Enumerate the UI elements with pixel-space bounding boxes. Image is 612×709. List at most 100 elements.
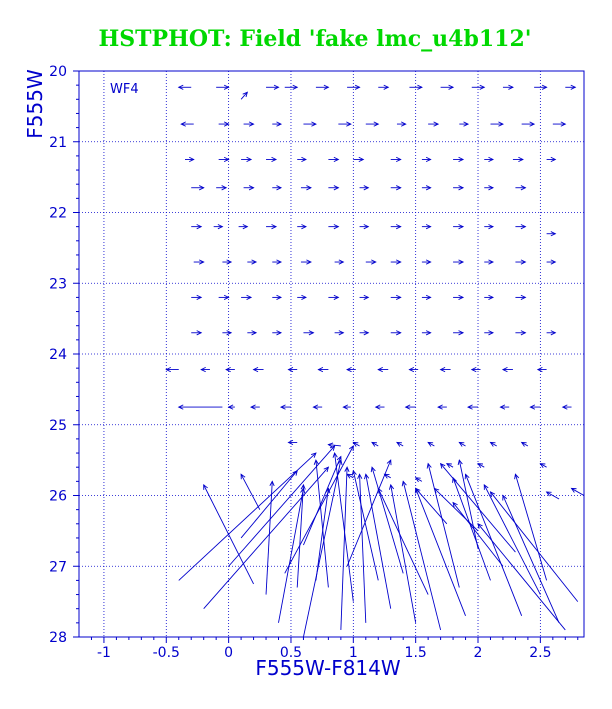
- displacement-vector: [357, 473, 367, 623]
- displacement-vector: [515, 259, 527, 265]
- displacement-vector: [243, 121, 255, 127]
- displacement-vector: [520, 441, 529, 447]
- displacement-vector: [328, 185, 340, 191]
- displacement-vector: [390, 330, 402, 336]
- displacement-vector: [421, 259, 432, 265]
- axis-ticks: -1 -0.5 0 0.5 1 1.5 2 2.5 20 21 22 23 24 25 26 27 28: [49, 64, 579, 661]
- displacement-vector: [247, 259, 258, 265]
- displacement-vector: [266, 156, 278, 163]
- displacement-vector: [328, 294, 340, 300]
- displacement-vector: [177, 84, 192, 90]
- displacement-vector: [315, 84, 330, 90]
- displacement-vector: [499, 404, 510, 410]
- displacement-vector: [303, 459, 343, 638]
- displacement-vector: [390, 259, 402, 265]
- x-tick-label: 0.5: [280, 645, 302, 661]
- displacement-vector: [401, 480, 442, 631]
- y-tick-label: 20: [49, 64, 67, 80]
- displacement-vector: [272, 330, 283, 336]
- displacement-vector: [193, 259, 205, 265]
- displacement-vector: [241, 294, 253, 300]
- displacement-vector: [426, 462, 460, 588]
- y-tick-label: 22: [49, 206, 67, 222]
- displacement-vector: [177, 404, 223, 410]
- displacement-vector: [565, 84, 577, 90]
- y-axis-label: F555W: [23, 69, 47, 139]
- displacement-vector: [272, 185, 283, 191]
- displacement-vector: [216, 84, 230, 90]
- displacement-vector: [218, 156, 230, 163]
- displacement-vector: [502, 84, 514, 90]
- displacement-vector: [252, 366, 264, 373]
- x-tick-label: 2: [474, 645, 483, 661]
- chart-title: HSTPHOT: Field 'fake lmc_u4b112': [98, 26, 531, 52]
- displacement-vector: [340, 466, 350, 630]
- displacement-vector: [266, 84, 280, 90]
- displacement-vector: [484, 259, 495, 265]
- displacement-vector: [303, 455, 342, 546]
- displacement-vector: [272, 294, 283, 300]
- displacement-vector: [453, 294, 465, 300]
- displacement-vector: [471, 84, 486, 90]
- displacement-vector: [440, 84, 455, 90]
- displacement-vector: [514, 473, 548, 581]
- displacement-vector: [359, 330, 370, 336]
- displacement-vector: [238, 224, 249, 230]
- x-tick-label: -0.5: [153, 645, 180, 661]
- displacement-vector: [437, 404, 447, 410]
- displacement-vector: [439, 366, 451, 373]
- displacement-vector: [484, 294, 495, 300]
- displacement-vector: [561, 404, 572, 410]
- y-tick-label: 24: [49, 347, 67, 363]
- displacement-vector: [370, 466, 404, 574]
- displacement-vector: [243, 185, 255, 191]
- displacement-vector: [297, 294, 307, 300]
- displacement-vector: [250, 404, 260, 410]
- displacement-vector: [396, 121, 407, 127]
- displacement-vector: [470, 366, 481, 373]
- x-tick-label: -1: [97, 645, 111, 661]
- displacement-vector: [303, 330, 315, 336]
- y-tick-label: 27: [49, 559, 67, 575]
- grid-lines: [79, 70, 584, 638]
- displacement-vector: [313, 459, 329, 588]
- y-tick-label: 21: [49, 135, 67, 151]
- displacement-vector: [477, 463, 485, 469]
- displacement-vector: [378, 84, 390, 90]
- displacement-vector: [328, 156, 340, 163]
- displacement-vector: [272, 121, 283, 127]
- displacement-vector: [433, 487, 479, 532]
- displacement-vector: [414, 487, 448, 525]
- displacement-vector: [359, 294, 370, 300]
- x-tick-label: 1.5: [405, 645, 427, 661]
- displacement-vector: [414, 487, 466, 616]
- x-tick-label: 1: [349, 645, 358, 661]
- displacement-vector: [297, 224, 307, 230]
- displacement-vector: [191, 330, 203, 336]
- displacement-vector: [515, 294, 527, 300]
- displacement-vector: [452, 476, 491, 581]
- displacement-vector: [467, 404, 479, 410]
- displacement-vector: [390, 156, 402, 163]
- displacement-vector: [458, 441, 466, 447]
- displacement-vector: [184, 156, 195, 163]
- displacement-vector: [365, 259, 377, 265]
- displacement-vector: [546, 156, 557, 163]
- displacement-vector: [365, 121, 380, 127]
- displacement-vector: [300, 259, 312, 265]
- displacement-vector: [359, 185, 370, 191]
- displacement-vector: [501, 366, 513, 373]
- displacement-vector: [178, 452, 317, 581]
- displacement-vector: [539, 463, 547, 469]
- displacement-vector: [536, 366, 547, 373]
- displacement-vector: [191, 224, 203, 230]
- x-axis-label: F555W-F814W: [255, 656, 401, 680]
- displacement-vector: [328, 224, 340, 230]
- displacement-vector: [483, 483, 541, 595]
- displacement-vector: [515, 185, 527, 191]
- displacement-vector: [228, 445, 336, 567]
- y-tick-label: 25: [49, 418, 67, 434]
- displacement-vector: [383, 473, 391, 479]
- displacement-vector: [278, 487, 306, 623]
